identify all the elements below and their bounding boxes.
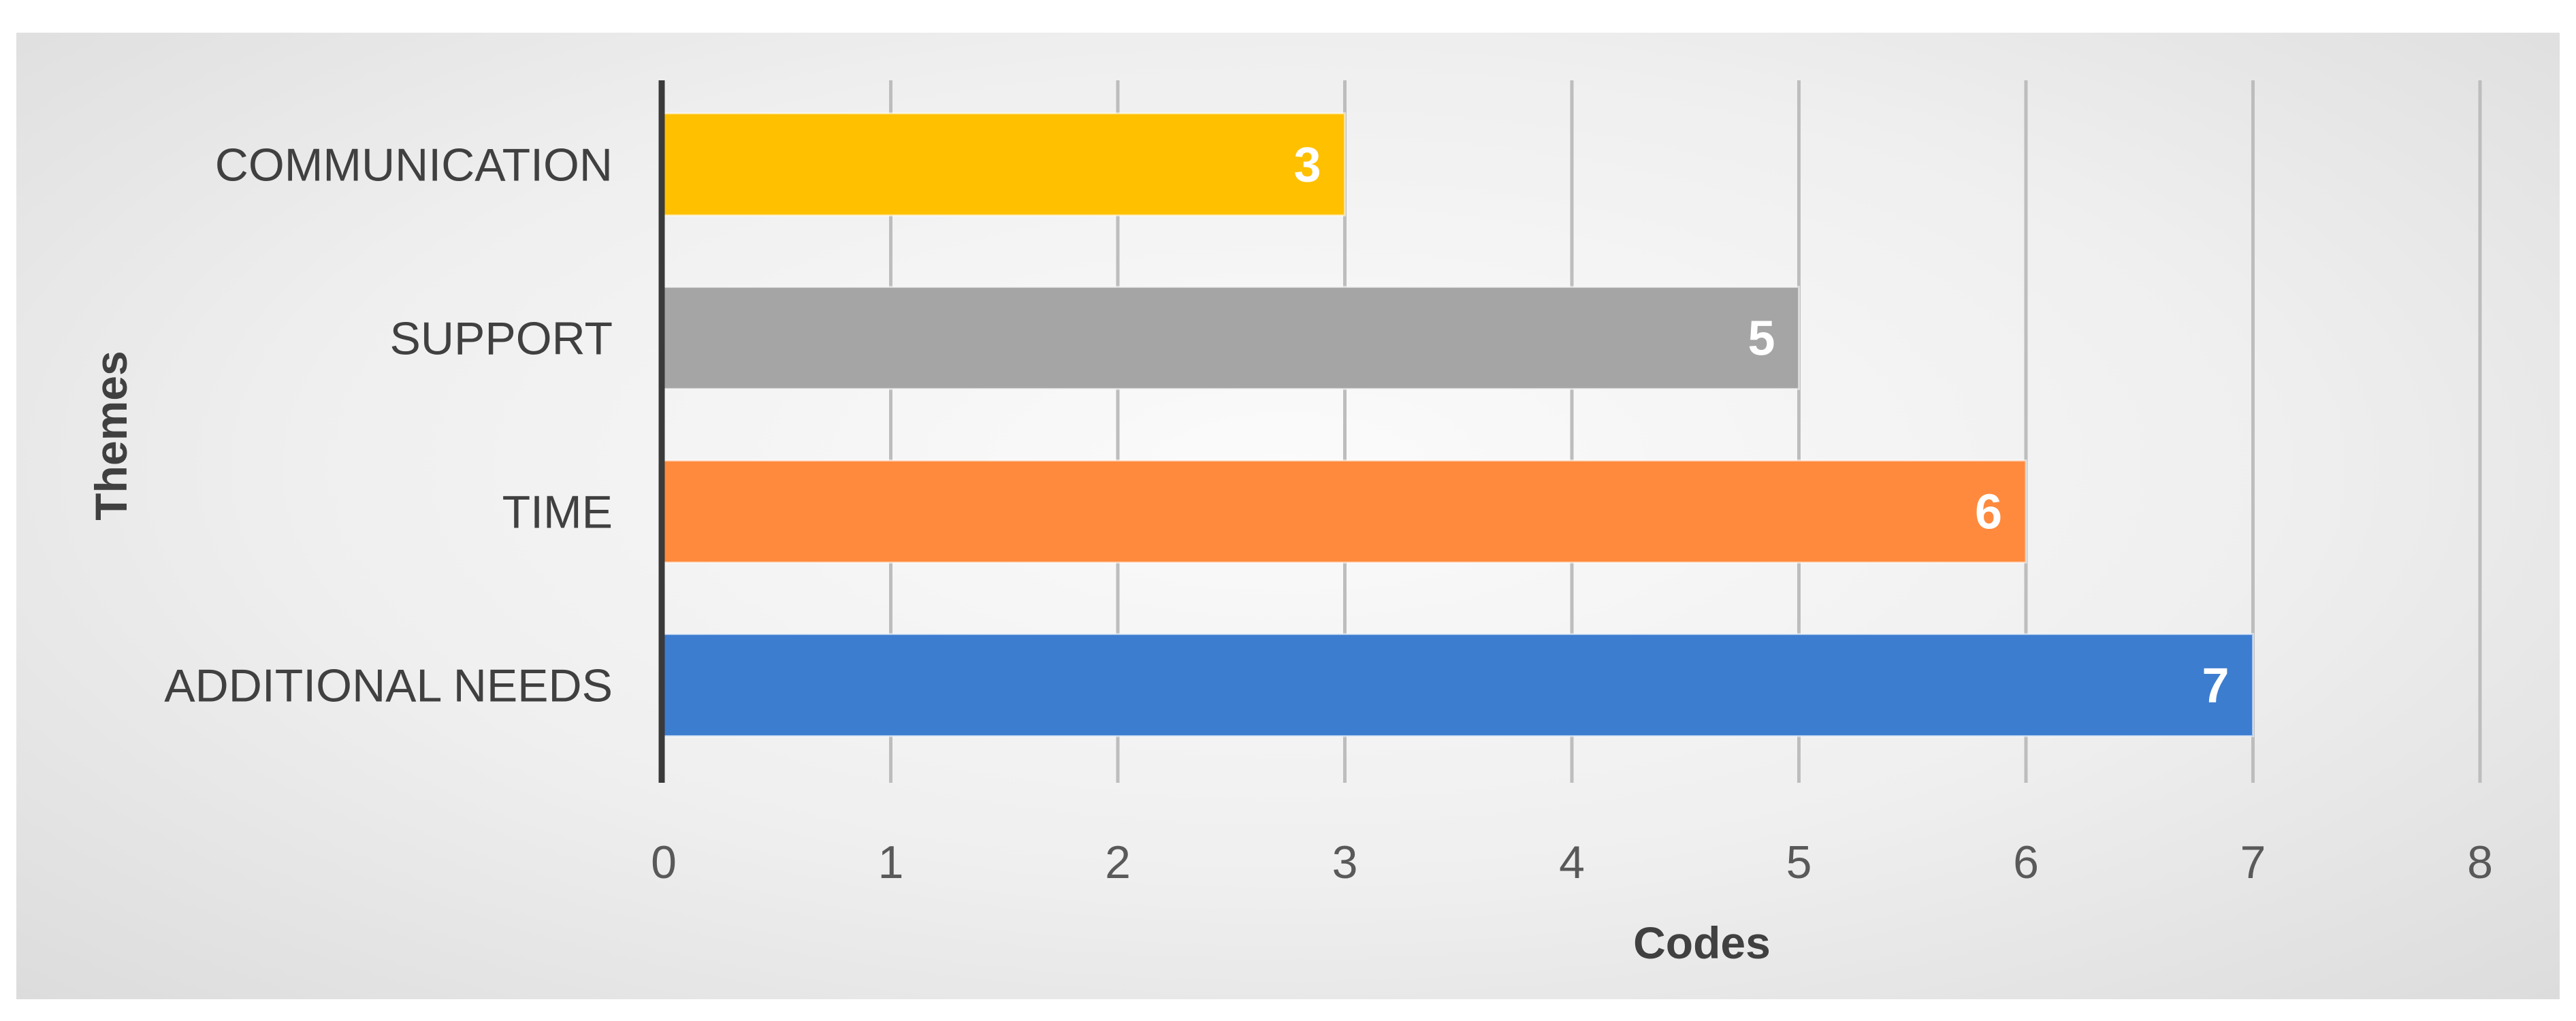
data-label-support: 5 bbox=[1748, 312, 1775, 366]
x-tick-label-5: 5 bbox=[1786, 837, 1812, 888]
x-tick-label-8: 8 bbox=[2467, 837, 2493, 888]
x-tick-label-7: 7 bbox=[2240, 837, 2266, 888]
category-label-time: TIME bbox=[502, 487, 613, 538]
bars bbox=[662, 112, 2254, 737]
data-label-additional-needs: 7 bbox=[2202, 659, 2229, 713]
data-label-communication: 3 bbox=[1293, 138, 1321, 193]
category-label-additional-needs: ADDITIONAL NEEDS bbox=[164, 660, 613, 712]
x-tick-label-0: 0 bbox=[651, 837, 677, 888]
category-label-communication: COMMUNICATION bbox=[215, 140, 613, 191]
y-axis-title: Themes bbox=[86, 351, 136, 520]
x-tick-label-6: 6 bbox=[2013, 837, 2039, 888]
bar-support bbox=[662, 286, 1800, 390]
x-axis-title: Codes bbox=[1633, 918, 1771, 968]
x-tick-label-4: 4 bbox=[1559, 837, 1585, 888]
x-tick-label-2: 2 bbox=[1105, 837, 1131, 888]
x-tick-label-3: 3 bbox=[1332, 837, 1358, 888]
bar-communication bbox=[662, 112, 1346, 216]
category-label-support: SUPPORT bbox=[390, 313, 613, 365]
labels: 0 1 2 3 4 5 6 7 8 3 COMMUNICATION 5 SUPPORT 6 TIME 7 ADD… bbox=[164, 138, 2493, 889]
data-label-time: 6 bbox=[1975, 485, 2002, 540]
x-tick-label-1: 1 bbox=[878, 837, 904, 888]
bar-additional-needs bbox=[662, 633, 2254, 737]
bar-time bbox=[662, 459, 2027, 564]
